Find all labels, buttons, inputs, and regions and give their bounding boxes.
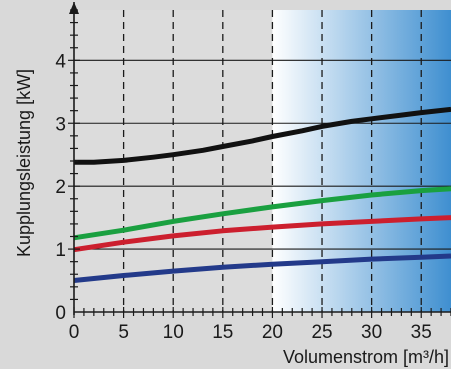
x-tick-label: 25 xyxy=(311,322,332,343)
x-tick-label: 15 xyxy=(212,322,233,343)
tick-labels: 0 5 10 15 20 25 30 35 0 1 2 3 4 xyxy=(55,51,431,343)
y-axis-arrow xyxy=(69,2,79,14)
axes xyxy=(68,2,451,318)
series-line xyxy=(73,253,451,283)
x-axis-title: Volumenstrom [m³/h] xyxy=(283,347,449,367)
y-tick-label: 1 xyxy=(55,240,66,261)
y-axis-title: Kupplungsleistung [kW] xyxy=(14,69,34,257)
y-tick-label: 2 xyxy=(55,177,66,198)
series-line xyxy=(73,215,451,253)
x-tick-label: 10 xyxy=(163,322,184,343)
series-line xyxy=(73,186,451,241)
grid-lines xyxy=(74,10,451,312)
x-tick-label: 20 xyxy=(262,322,283,343)
series-lines xyxy=(73,106,451,283)
x-tick-label: 5 xyxy=(118,322,129,343)
x-tick-label: 35 xyxy=(411,322,432,343)
y-tick-label: 3 xyxy=(55,114,66,135)
y-tick-label: 4 xyxy=(55,51,66,72)
highlight-region xyxy=(272,10,451,312)
series-line xyxy=(74,106,451,165)
x-tick-label: 30 xyxy=(361,322,382,343)
x-tick-label: 0 xyxy=(69,322,80,343)
y-tick-label: 0 xyxy=(55,303,66,324)
